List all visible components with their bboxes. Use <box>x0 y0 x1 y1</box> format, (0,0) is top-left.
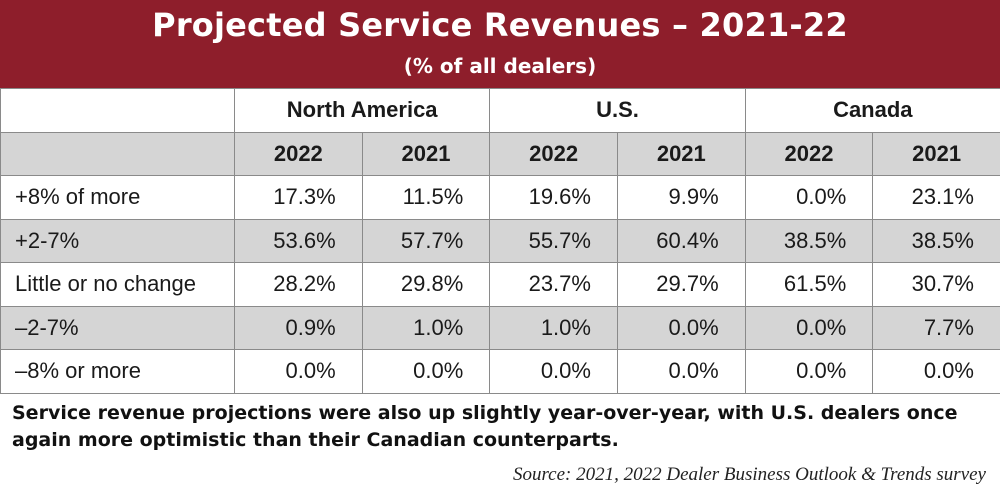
data-cell: 7.7% <box>872 305 1000 350</box>
chart-title: Projected Service Revenues – 2021-22 <box>152 6 848 44</box>
data-cell: 0.0% <box>616 305 746 350</box>
data-cell: 1.0% <box>361 305 491 350</box>
year-header: 2022 <box>489 131 618 176</box>
data-cell: 53.6% <box>234 218 363 263</box>
source-note: Source: 2021, 2022 Dealer Business Outlo… <box>512 464 986 485</box>
data-cell: 30.7% <box>872 262 1000 307</box>
row-label: +8% of more <box>0 175 235 220</box>
row-label: –2-7% <box>0 305 235 350</box>
row-label: Little or no change <box>0 262 235 307</box>
region-header-north-america: North America <box>233 88 491 133</box>
chart-subtitle: (% of all dealers) <box>403 54 597 78</box>
data-cell: 0.0% <box>616 349 746 394</box>
data-cell: 0.9% <box>234 305 363 350</box>
data-cell: 0.0% <box>361 349 491 394</box>
row-label: +2-7% <box>0 218 235 263</box>
data-cell: 0.0% <box>744 305 874 350</box>
data-cell: 23.1% <box>872 175 1000 220</box>
year-header: 2021 <box>616 131 746 176</box>
data-cell: 0.0% <box>872 349 1000 394</box>
table-row: +2-7% 53.6% 57.7% 55.7% 60.4% 38.5% 38.5… <box>0 218 1000 263</box>
chart-header: Projected Service Revenues – 2021-22 (% … <box>0 0 1000 88</box>
data-cell: 29.7% <box>616 262 746 307</box>
data-cell: 60.4% <box>616 218 746 263</box>
row-label: –8% or more <box>0 349 235 394</box>
table-row: –2-7% 0.9% 1.0% 1.0% 0.0% 0.0% 7.7% <box>0 305 1000 350</box>
year-header-row: 2022 2021 2022 2021 2022 2021 <box>0 131 1000 176</box>
data-cell: 55.7% <box>489 218 618 263</box>
data-cell: 29.8% <box>361 262 491 307</box>
data-cell: 1.0% <box>489 305 618 350</box>
data-cell: 9.9% <box>616 175 746 220</box>
chart-caption: Service revenue projections were also up… <box>12 402 958 451</box>
corner-cell <box>0 88 235 133</box>
table-row: –8% or more 0.0% 0.0% 0.0% 0.0% 0.0% 0.0… <box>0 349 1000 394</box>
data-cell: 61.5% <box>744 262 874 307</box>
table-row: Little or no change 28.2% 29.8% 23.7% 29… <box>0 262 1000 307</box>
region-header-canada: Canada <box>744 88 1000 133</box>
data-cell: 11.5% <box>361 175 491 220</box>
data-cell: 0.0% <box>744 175 874 220</box>
region-header-row: North America U.S. Canada <box>0 88 1000 133</box>
data-cell: 17.3% <box>234 175 363 220</box>
data-cell: 57.7% <box>361 218 491 263</box>
data-cell: 19.6% <box>489 175 618 220</box>
data-cell: 0.0% <box>744 349 874 394</box>
corner-cell <box>0 131 235 176</box>
revenue-table: North America U.S. Canada 2022 2021 2022… <box>0 88 1000 394</box>
data-cell: 0.0% <box>489 349 618 394</box>
year-header: 2021 <box>361 131 491 176</box>
data-cell: 28.2% <box>234 262 363 307</box>
data-cell: 23.7% <box>489 262 618 307</box>
table-row: +8% of more 17.3% 11.5% 19.6% 9.9% 0.0% … <box>0 175 1000 220</box>
year-header: 2022 <box>234 131 363 176</box>
year-header: 2021 <box>872 131 1000 176</box>
data-cell: 0.0% <box>234 349 363 394</box>
data-cell: 38.5% <box>744 218 874 263</box>
year-header: 2022 <box>744 131 874 176</box>
region-header-us: U.S. <box>489 88 746 133</box>
data-cell: 38.5% <box>872 218 1000 263</box>
